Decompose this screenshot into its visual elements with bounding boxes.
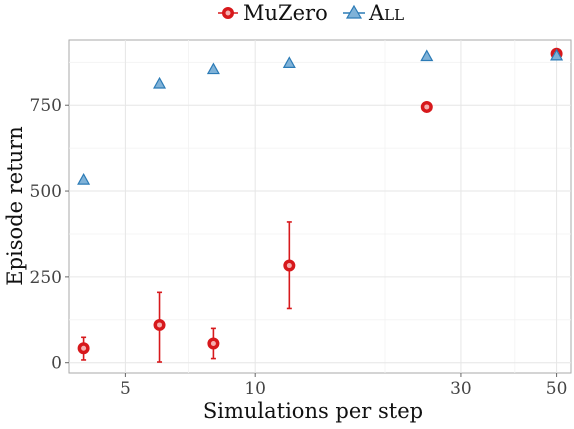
all-point: [420, 49, 434, 62]
all-point: [206, 62, 220, 75]
y-tick-label: 250: [30, 268, 62, 288]
y-axis-ticks: 0 250 500 750: [30, 96, 69, 374]
legend-key-all: [343, 4, 365, 19]
muzero-point-center: [210, 340, 216, 346]
legend: MuZero ALL: [218, 1, 404, 25]
legend-key-muzero: [218, 7, 238, 19]
muzero-point-center: [286, 263, 292, 269]
data-points: [77, 47, 564, 355]
x-axis-title: Simulations per step: [203, 399, 423, 423]
muzero-point-center: [157, 322, 163, 328]
all-point: [282, 56, 296, 69]
all-point: [153, 76, 167, 89]
y-tick-label: 0: [51, 354, 62, 374]
y-axis-title: Episode return: [3, 126, 27, 285]
legend-label-muzero: MuZero: [243, 1, 328, 25]
x-tick-label: 30: [450, 379, 472, 399]
y-tick-label: 750: [30, 96, 62, 116]
legend-label-all-first-letter: A: [368, 1, 385, 25]
all-point: [550, 48, 564, 61]
legend-label-all-rest: LL: [384, 6, 404, 24]
plot-panel: [68, 39, 572, 374]
y-tick-label: 500: [30, 182, 62, 202]
legend-label-all: ALL: [368, 1, 404, 25]
muzero-point-center: [424, 104, 430, 110]
muzero-point-center: [81, 345, 87, 351]
x-tick-label: 50: [546, 379, 568, 399]
grid: [69, 40, 571, 373]
x-tick-label: 5: [120, 379, 131, 399]
x-tick-label: 10: [244, 379, 266, 399]
x-axis-ticks: 5 10 30 50: [120, 373, 567, 399]
all-point: [77, 172, 91, 185]
